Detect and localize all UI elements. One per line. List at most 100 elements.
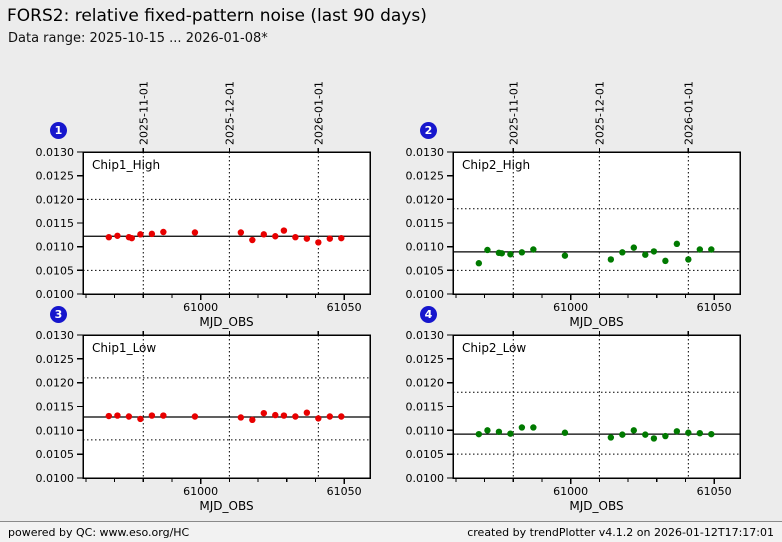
plot-frame: [82, 151, 371, 295]
data-point: [561, 252, 569, 259]
y-tick-label: 0.0120: [406, 377, 445, 390]
y-tick-label: 0.0125: [36, 170, 75, 183]
data-point: [630, 244, 638, 251]
plot4-number-badge[interactable]: 4: [420, 306, 437, 323]
y-tick-label: 0.0100: [406, 288, 445, 301]
series-label: Chip1_High: [92, 158, 160, 172]
y-tick-label: 0.0120: [36, 377, 75, 390]
plot-frame: [452, 334, 741, 479]
y-tick-label: 0.0105: [406, 448, 445, 461]
footer-qc-link[interactable]: powered by QC: www.eso.org/HC: [8, 525, 190, 539]
data-point: [315, 415, 322, 422]
data-point: [642, 431, 649, 438]
plot-area: [453, 335, 740, 478]
x-tick-label: 61050: [327, 485, 362, 498]
data-point: [280, 412, 288, 419]
data-point: [272, 233, 279, 240]
date-tick-label: 2025-11-01: [137, 81, 150, 145]
data-point: [696, 246, 704, 253]
footer-bar: powered by QC: www.eso.org/HC created by…: [0, 521, 782, 542]
y-tick-label: 0.0100: [36, 472, 75, 485]
data-point: [662, 432, 669, 440]
data-point: [495, 428, 503, 435]
data-point: [662, 257, 669, 265]
y-tick-label: 0.0120: [36, 193, 75, 206]
x-tick-label: 61000: [553, 301, 588, 314]
data-point: [260, 409, 268, 417]
y-tick-label: 0.0105: [406, 264, 445, 277]
data-point: [114, 232, 121, 239]
y-tick-label: 0.0130: [36, 146, 75, 159]
y-tick-label: 0.0115: [36, 217, 75, 230]
data-point: [518, 249, 526, 256]
data-point: [507, 430, 514, 437]
data-point: [137, 415, 144, 423]
data-point: [249, 416, 256, 424]
data-point: [475, 260, 483, 267]
date-tick-label: 2025-12-01: [223, 81, 236, 145]
x-tick-label: 61000: [553, 485, 588, 498]
plot3-number-badge[interactable]: 3: [50, 306, 67, 323]
data-point: [237, 229, 245, 236]
data-point: [518, 424, 526, 431]
data-point: [148, 230, 156, 238]
y-tick-label: 0.0130: [406, 146, 445, 159]
date-tick-label: 2026-01-01: [312, 81, 325, 145]
data-point: [105, 412, 113, 420]
data-point: [507, 251, 514, 258]
data-point: [498, 250, 505, 257]
y-tick-label: 0.0100: [36, 288, 75, 301]
data-point: [137, 231, 144, 238]
page-title: FORS2: relative fixed-pattern noise (las…: [7, 6, 427, 26]
data-point: [484, 246, 491, 254]
data-point: [696, 429, 704, 437]
data-point: [237, 414, 245, 421]
plot2-number-badge[interactable]: 2: [420, 122, 437, 139]
plot-area: [83, 335, 370, 478]
plot-frame: [82, 334, 371, 479]
y-tick-label: 0.0125: [36, 353, 75, 366]
y-tick-label: 0.0110: [36, 241, 75, 254]
data-point: [191, 229, 199, 236]
y-tick-label: 0.0110: [406, 241, 445, 254]
data-point: [260, 231, 268, 238]
date-tick-label: 2025-11-01: [507, 81, 520, 145]
plot1-number-badge[interactable]: 1: [50, 122, 67, 139]
data-point: [303, 409, 311, 416]
x-axis-label: MJD_OBS: [199, 499, 253, 513]
data-point: [708, 246, 715, 253]
data-point: [105, 234, 113, 241]
series-label: Chip2_High: [462, 158, 530, 172]
data-point: [673, 240, 681, 248]
data-point: [326, 235, 334, 242]
x-axis-label: MJD_OBS: [199, 315, 253, 329]
y-tick-label: 0.0115: [406, 401, 445, 414]
data-point: [148, 412, 156, 419]
data-point: [530, 424, 537, 431]
x-tick-label: 61050: [327, 301, 362, 314]
plot-frame: [452, 151, 741, 295]
data-point: [607, 434, 615, 441]
data-range-subtitle: Data range: 2025-10-15 ... 2026-01-08*: [8, 31, 268, 46]
y-tick-label: 0.0125: [406, 353, 445, 366]
data-point: [619, 249, 626, 256]
data-point: [475, 430, 483, 438]
y-tick-label: 0.0130: [36, 329, 75, 342]
data-point: [650, 435, 658, 442]
footer-created-by: created by trendPlotter v4.1.2 on 2026-0…: [467, 525, 774, 539]
data-point: [685, 256, 692, 263]
chart-chip2-high: 2025-11-01 2025-12-01 2026-01-01 0.0100 0.01…: [406, 81, 741, 329]
x-tick-label: 61050: [697, 485, 732, 498]
date-tick-label: 2025-12-01: [593, 81, 606, 145]
series-label: Chip1_Low: [92, 341, 156, 355]
chart-chip1-high: 2025-11-01 2025-12-01 2026-01-01 0.0100 0.01…: [36, 81, 371, 329]
data-point: [160, 412, 167, 419]
data-point: [338, 413, 345, 420]
data-point: [114, 412, 121, 419]
y-tick-label: 0.0115: [406, 217, 445, 230]
x-tick-label: 61050: [697, 301, 732, 314]
y-tick-label: 0.0110: [406, 424, 445, 437]
plot-area: [453, 152, 740, 294]
y-tick-label: 0.0105: [36, 264, 75, 277]
y-tick-label: 0.0105: [36, 448, 75, 461]
